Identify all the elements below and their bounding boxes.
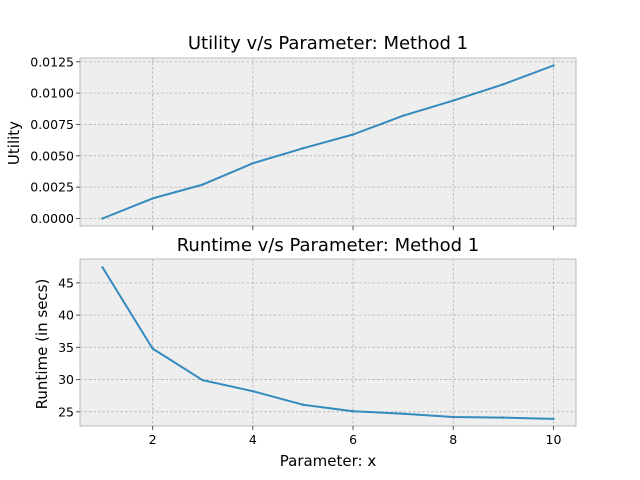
data-point xyxy=(452,415,455,419)
y-tick-label: 0.0100 xyxy=(30,86,74,101)
x-tick-label: 6 xyxy=(349,432,357,447)
runtime-y-axis-label: Runtime (in secs) xyxy=(33,279,51,410)
data-point xyxy=(201,379,204,382)
data-point xyxy=(251,162,254,165)
series-line xyxy=(101,266,554,420)
data-point xyxy=(552,64,555,67)
y-tick-label: 0.0125 xyxy=(30,54,74,69)
utility-chart-title: Utility v/s Parameter: Method 1 xyxy=(188,33,468,54)
data-point xyxy=(351,410,355,413)
y-tick-label: 45 xyxy=(58,275,74,290)
data-point xyxy=(201,183,204,186)
runtime-ticks: 2 4 6 8 10 25 30 35 40 45 xyxy=(58,275,561,447)
x-tick-label: 8 xyxy=(449,432,457,447)
data-point xyxy=(301,403,305,406)
data-point xyxy=(502,83,505,86)
runtime-subplot: Runtime v/s Parameter: Method 1 2 4 6 8 10 25… xyxy=(33,235,577,470)
utility-ticks: 0.0000 0.0025 0.0050 0.0075 0.0100 0.0125 xyxy=(30,54,554,230)
data-point xyxy=(301,147,305,150)
utility-subplot: Utility v/s Parameter: Method 1 0.00000.… xyxy=(5,33,577,230)
data-point xyxy=(402,114,405,117)
data-point xyxy=(502,416,505,419)
utility-series xyxy=(101,64,555,220)
data-point xyxy=(552,417,555,421)
utility-grid xyxy=(80,58,576,226)
y-tick-label: 40 xyxy=(58,308,74,323)
data-point xyxy=(101,266,104,269)
y-tick-label: 0.0025 xyxy=(30,180,74,195)
runtime-grid xyxy=(80,259,576,426)
data-point xyxy=(151,347,154,350)
utility-y-axis-label: Utility xyxy=(5,121,23,165)
y-tick-label: 25 xyxy=(58,404,74,419)
x-tick-label: 4 xyxy=(249,432,257,447)
data-point xyxy=(452,99,455,102)
data-point xyxy=(101,217,104,220)
data-point xyxy=(351,133,355,136)
runtime-series xyxy=(101,266,555,421)
y-tick-label: 0.0075 xyxy=(30,117,74,132)
x-axis-label: Parameter: x xyxy=(280,452,377,470)
x-tick-label: 2 xyxy=(149,432,157,447)
y-tick-label: 0.0050 xyxy=(30,148,74,163)
series-line xyxy=(102,64,554,220)
data-point xyxy=(251,390,254,393)
data-point xyxy=(402,412,405,415)
runtime-plot-area xyxy=(79,258,577,427)
data-point xyxy=(151,197,154,200)
y-tick-label: 0.0000 xyxy=(30,211,74,226)
x-tick-label: 10 xyxy=(546,432,562,447)
y-tick-label: 35 xyxy=(58,340,74,355)
y-tick-label: 30 xyxy=(58,372,74,387)
runtime-chart-title: Runtime v/s Parameter: Method 1 xyxy=(177,235,480,256)
